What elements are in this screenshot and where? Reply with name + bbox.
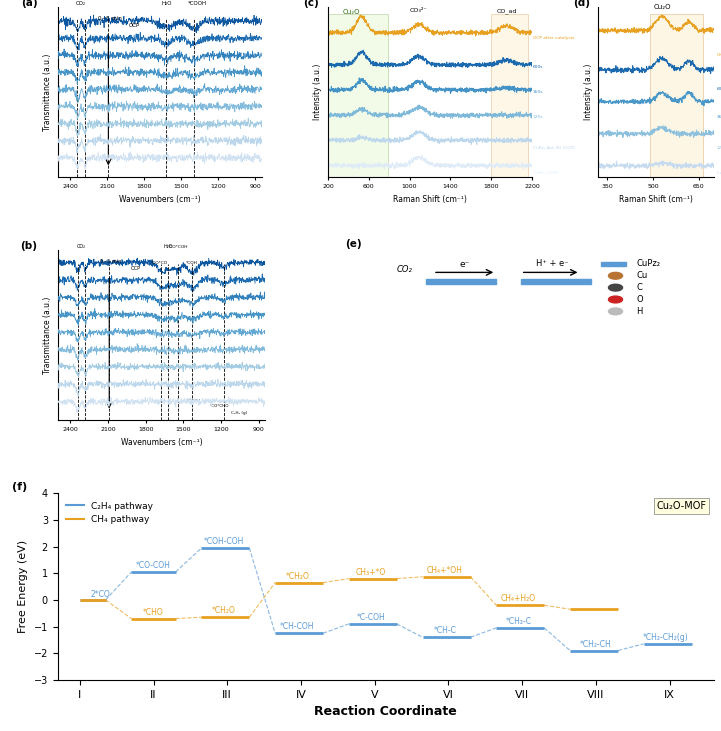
Legend: C₂H₄ pathway, CH₄ pathway: C₂H₄ pathway, CH₄ pathway <box>62 498 156 528</box>
Text: Cu₂O: Cu₂O <box>342 9 360 15</box>
Y-axis label: Transmittance (a.u.): Transmittance (a.u.) <box>43 53 52 131</box>
Text: 120s: 120s <box>717 146 721 150</box>
Text: *CH₂O: *CH₂O <box>211 607 236 616</box>
Text: (b): (b) <box>20 240 37 251</box>
Text: CH₄+*OH: CH₄+*OH <box>427 566 463 575</box>
Text: OCP: OCP <box>131 265 141 270</box>
Text: CuPz₂ (OCP): CuPz₂ (OCP) <box>533 171 559 175</box>
Text: 0~5 min: 0~5 min <box>99 259 121 264</box>
Text: *CH-COH: *CH-COH <box>280 622 314 632</box>
Text: CuPz₂: CuPz₂ <box>637 260 660 268</box>
Text: OCP after catalysis: OCP after catalysis <box>717 53 721 57</box>
Text: *COOH: *COOH <box>187 1 207 6</box>
Text: 120s: 120s <box>533 115 544 119</box>
Y-axis label: Intensity (a.u.): Intensity (a.u.) <box>584 64 593 120</box>
Text: CO₃²⁻: CO₃²⁻ <box>410 8 428 13</box>
FancyBboxPatch shape <box>650 14 703 177</box>
Y-axis label: Transmittance (a.u.): Transmittance (a.u.) <box>43 296 52 374</box>
Text: H: H <box>637 307 643 316</box>
Text: *C-COH: *C-COH <box>357 613 385 622</box>
Text: *CH₂O: *CH₂O <box>286 572 309 580</box>
Text: *CO*CHO: *CO*CHO <box>210 404 229 408</box>
Text: CO₂: CO₂ <box>76 1 87 6</box>
Text: O: O <box>637 295 643 304</box>
Y-axis label: Intensity (a.u.): Intensity (a.u.) <box>314 64 322 120</box>
Text: Cu₂O: Cu₂O <box>653 4 671 10</box>
Text: CuPz₂-Act-30 (OCP): CuPz₂-Act-30 (OCP) <box>533 146 575 150</box>
Text: *CHO: *CHO <box>143 607 164 617</box>
Text: *CH-C: *CH-C <box>433 626 456 635</box>
Text: 360s: 360s <box>533 90 544 94</box>
Text: Cu₂O-MOF: Cu₂O-MOF <box>656 501 707 512</box>
Text: (e): (e) <box>345 238 362 249</box>
Text: H⁺ + e⁻: H⁺ + e⁻ <box>536 259 569 268</box>
Text: H₂O: H₂O <box>162 1 172 6</box>
Text: *COOH: *COOH <box>186 399 201 403</box>
X-axis label: Reaction Coordinate: Reaction Coordinate <box>314 705 457 718</box>
FancyBboxPatch shape <box>329 14 388 177</box>
Text: OCP after catalysis: OCP after catalysis <box>533 36 574 39</box>
Text: *CH₂-CH: *CH₂-CH <box>580 640 611 648</box>
Text: CH₄+H₂O: CH₄+H₂O <box>501 594 536 603</box>
Text: (a): (a) <box>21 0 37 7</box>
Text: CuPz₂-Act-30 (OCP): CuPz₂-Act-30 (OCP) <box>717 171 721 175</box>
Text: CO₂: CO₂ <box>77 243 86 249</box>
Text: 600s: 600s <box>533 64 544 69</box>
Text: Cu: Cu <box>637 271 648 280</box>
Bar <box>521 279 591 284</box>
Text: CO₂: CO₂ <box>397 265 413 274</box>
Circle shape <box>609 308 622 315</box>
Text: *CO*CO: *CO*CO <box>151 260 168 265</box>
Text: *COH-COH: *COH-COH <box>203 537 244 546</box>
Text: 2*CO: 2*CO <box>91 590 110 599</box>
X-axis label: Raman Shift (cm⁻¹): Raman Shift (cm⁻¹) <box>619 195 693 204</box>
Text: H₂O: H₂O <box>164 243 173 249</box>
FancyBboxPatch shape <box>491 14 528 177</box>
Text: 360s: 360s <box>717 115 721 119</box>
Circle shape <box>609 296 622 303</box>
Bar <box>601 262 626 265</box>
Text: OCP: OCP <box>128 23 140 28</box>
Text: (f): (f) <box>12 482 27 492</box>
Text: *CO*COH: *CO*COH <box>168 245 189 249</box>
Text: *CH₂-CH₂(g): *CH₂-CH₂(g) <box>643 633 689 642</box>
Text: *CO-COH: *CO-COH <box>136 561 171 570</box>
Text: *COH: *COH <box>186 260 198 265</box>
Text: *CH₂-C: *CH₂-C <box>505 617 531 626</box>
Bar <box>426 279 496 284</box>
Text: C₂H₄ (g): C₂H₄ (g) <box>231 411 247 414</box>
Text: 0~5 min: 0~5 min <box>97 16 122 20</box>
Text: 600s: 600s <box>717 87 721 91</box>
Text: (d): (d) <box>572 0 590 7</box>
Circle shape <box>609 284 622 291</box>
Y-axis label: Free Energy (eV): Free Energy (eV) <box>18 540 28 633</box>
Text: CO_ad: CO_ad <box>496 8 517 14</box>
Text: (c): (c) <box>304 0 319 7</box>
X-axis label: Wavenumbers (cm⁻¹): Wavenumbers (cm⁻¹) <box>119 195 200 204</box>
Text: e⁻: e⁻ <box>459 260 470 269</box>
Text: CH₃+*O: CH₃+*O <box>356 568 386 577</box>
Circle shape <box>609 273 622 279</box>
X-axis label: Wavenumbers (cm⁻¹): Wavenumbers (cm⁻¹) <box>120 438 202 447</box>
Text: C: C <box>637 283 642 292</box>
X-axis label: Raman Shift (cm⁻¹): Raman Shift (cm⁻¹) <box>393 195 467 204</box>
